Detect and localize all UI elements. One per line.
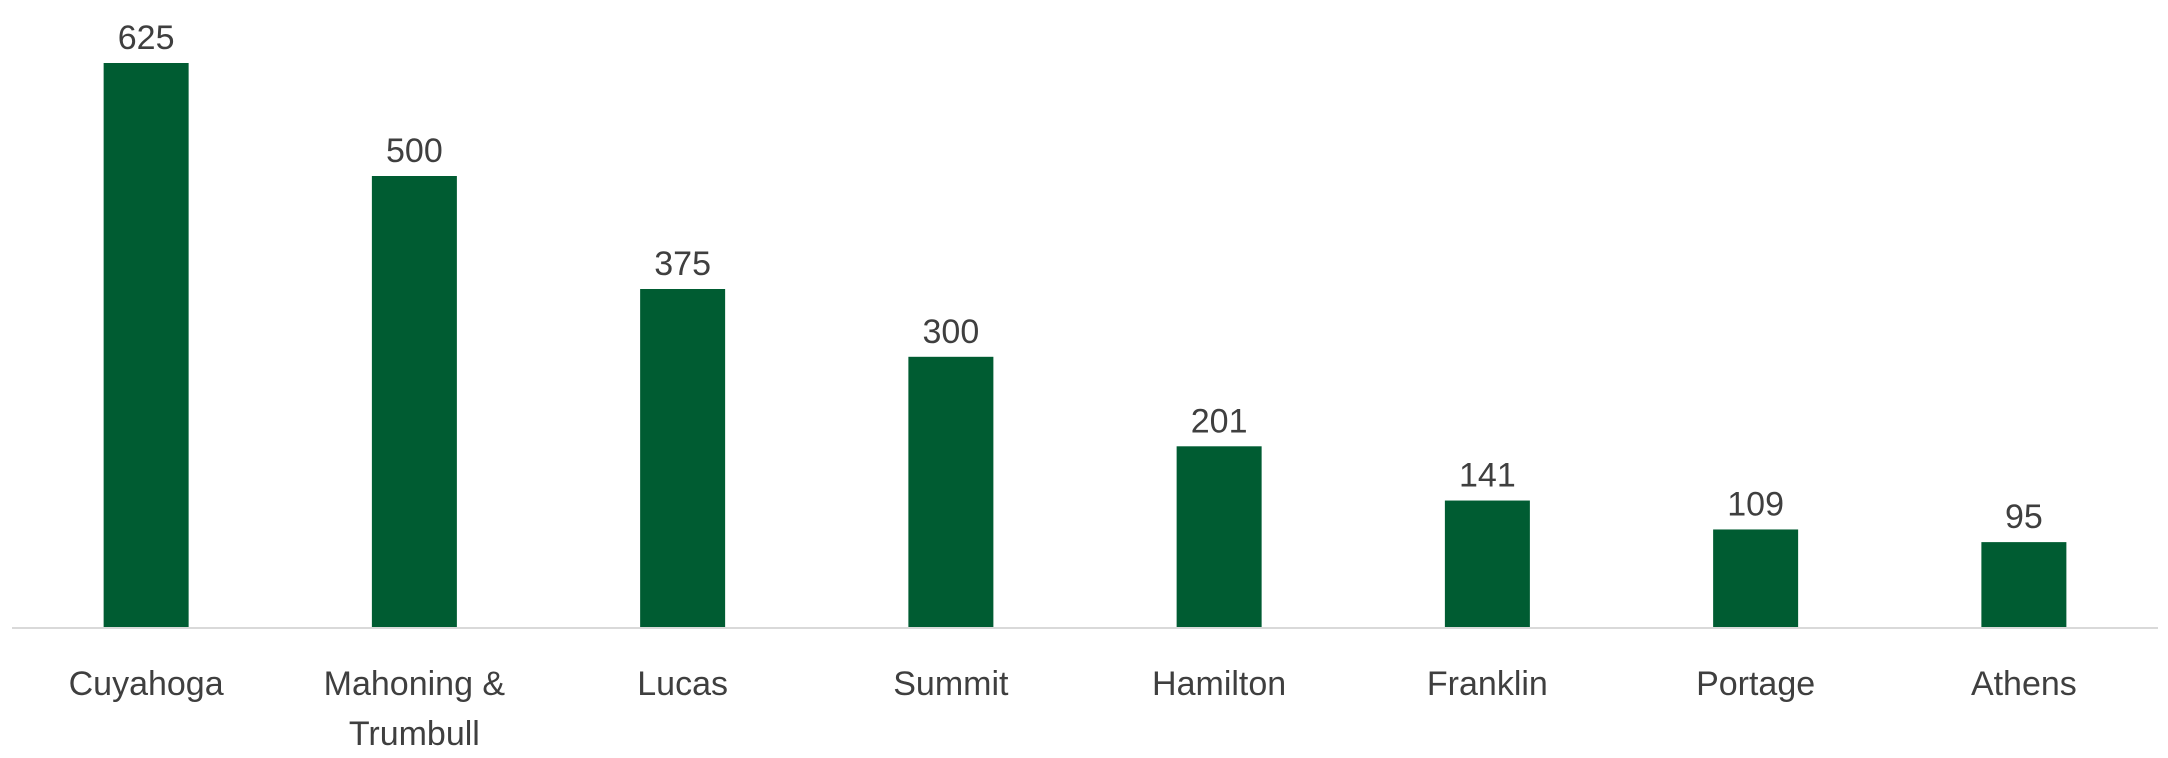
category-label-2: Lucas — [637, 665, 728, 703]
data-label-2: 375 — [654, 245, 711, 283]
bar-3 — [908, 356, 994, 628]
category-label-1: Mahoning & Trumbull — [324, 665, 506, 753]
category-label-line: Portage — [1696, 665, 1815, 703]
category-label-5: Franklin — [1427, 665, 1548, 703]
bar-6 — [1713, 529, 1799, 628]
bars-layer — [103, 63, 2067, 628]
category-label-line: Mahoning & — [324, 665, 506, 703]
data-label-6: 109 — [1727, 485, 1784, 523]
data-label-4: 201 — [1191, 402, 1248, 440]
bar-1 — [371, 176, 457, 628]
data-label-1: 500 — [386, 132, 443, 170]
category-label-6: Portage — [1696, 665, 1815, 703]
bar-0 — [103, 63, 189, 628]
category-label-3: Summit — [893, 665, 1009, 703]
category-label-line: Hamilton — [1152, 665, 1286, 703]
category-label-7: Athens — [1971, 665, 2077, 703]
data-label-3: 300 — [923, 313, 980, 351]
bar-7 — [1981, 542, 2067, 628]
bar-4 — [1176, 446, 1262, 628]
data-label-5: 141 — [1459, 457, 1516, 495]
category-label-line: Summit — [893, 665, 1009, 703]
category-label-line: Lucas — [637, 665, 728, 703]
bar-2 — [640, 289, 726, 628]
category-label-0: Cuyahoga — [69, 665, 224, 703]
category-labels-layer: Cuyahoga Mahoning & Trumbull Lucas Summit Ham… — [69, 665, 2077, 753]
data-label-0: 625 — [118, 19, 175, 57]
value-labels-layer: 625 500 375 300 201 141 109 95 — [118, 19, 2043, 536]
category-label-line: Trumbull — [349, 715, 480, 753]
category-label-line: Athens — [1971, 665, 2077, 703]
category-label-line: Cuyahoga — [69, 665, 224, 703]
category-label-4: Hamilton — [1152, 665, 1286, 703]
data-label-7: 95 — [2005, 498, 2043, 536]
category-label-line: Franklin — [1427, 665, 1548, 703]
bar-5 — [1444, 500, 1530, 628]
